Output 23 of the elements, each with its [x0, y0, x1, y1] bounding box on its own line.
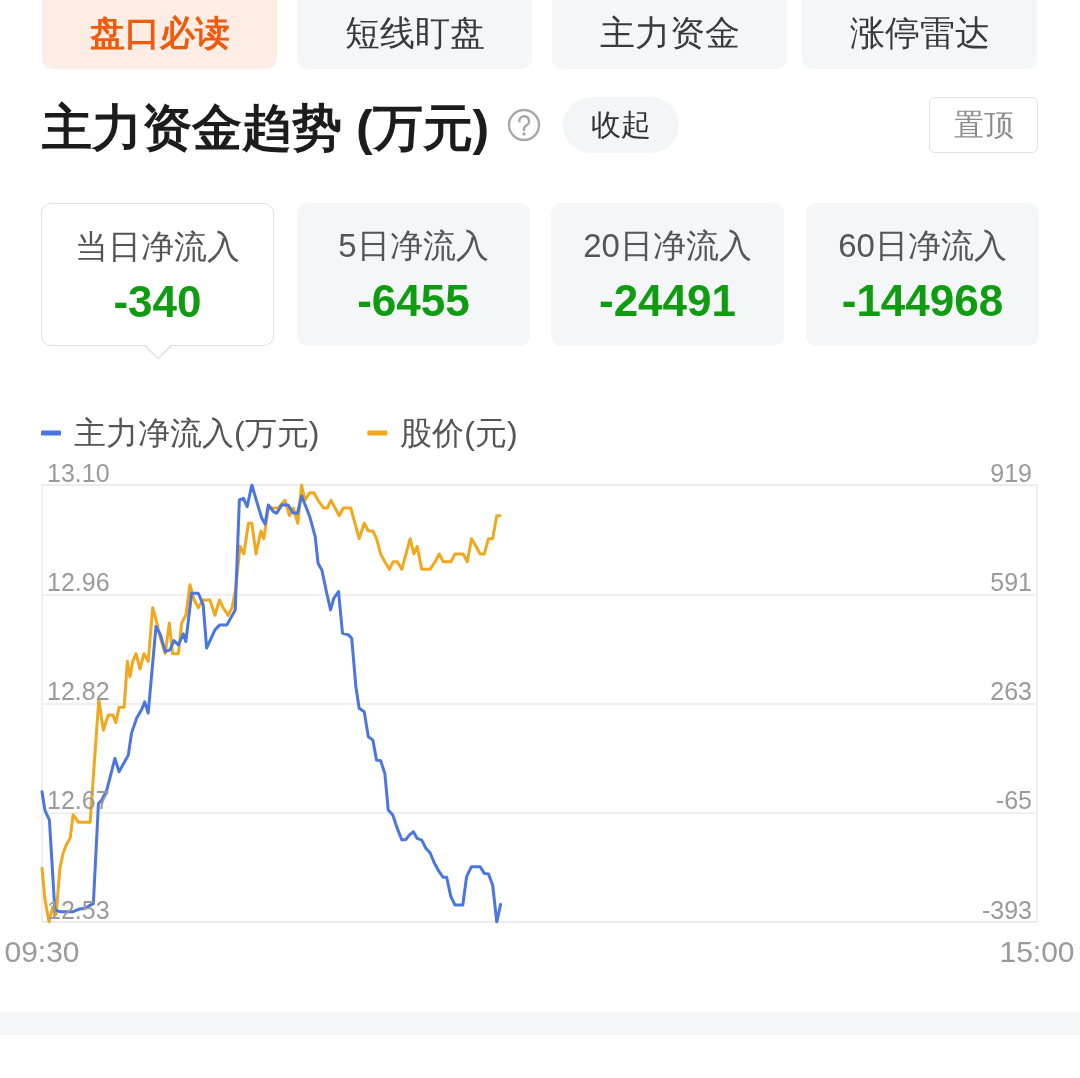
- pill-button: 收起: [563, 97, 679, 153]
- stat-card: 60日净流入 -144968: [806, 203, 1039, 346]
- legend-label: 股价(元): [400, 415, 518, 451]
- tab-button: 短线盯盘: [297, 0, 532, 69]
- tab-button: 主力资金: [552, 0, 787, 69]
- button: 置顶: [929, 97, 1038, 153]
- stat-card: 20日净流入 -24491: [551, 203, 784, 346]
- y-tick-label: 12.82: [47, 677, 110, 705]
- y-tick-label: 13.10: [47, 458, 110, 487]
- y2-tick-label: -393: [981, 895, 1032, 924]
- stat-card: 5日净流入 -6455: [297, 203, 530, 346]
- legend-label: 主力净流入(万元): [74, 415, 320, 451]
- y2-tick-label: 919: [990, 458, 1032, 487]
- y2-tick-label: 263: [990, 677, 1032, 705]
- x-tick-label: 09:30: [4, 934, 80, 968]
- tab-button: 盘口必读: [42, 0, 277, 69]
- stat-card: 当日净流入 -340: [41, 203, 274, 346]
- x-tick-label: 15:00: [999, 934, 1075, 968]
- chart-title: 主力资金趋势 (万元): [42, 100, 490, 156]
- y2-tick-label: -65: [995, 786, 1032, 815]
- tab-button: 涨停雷达: [802, 0, 1037, 69]
- y-tick-label: 12.96: [47, 567, 110, 596]
- y2-tick-label: 591: [990, 567, 1032, 596]
